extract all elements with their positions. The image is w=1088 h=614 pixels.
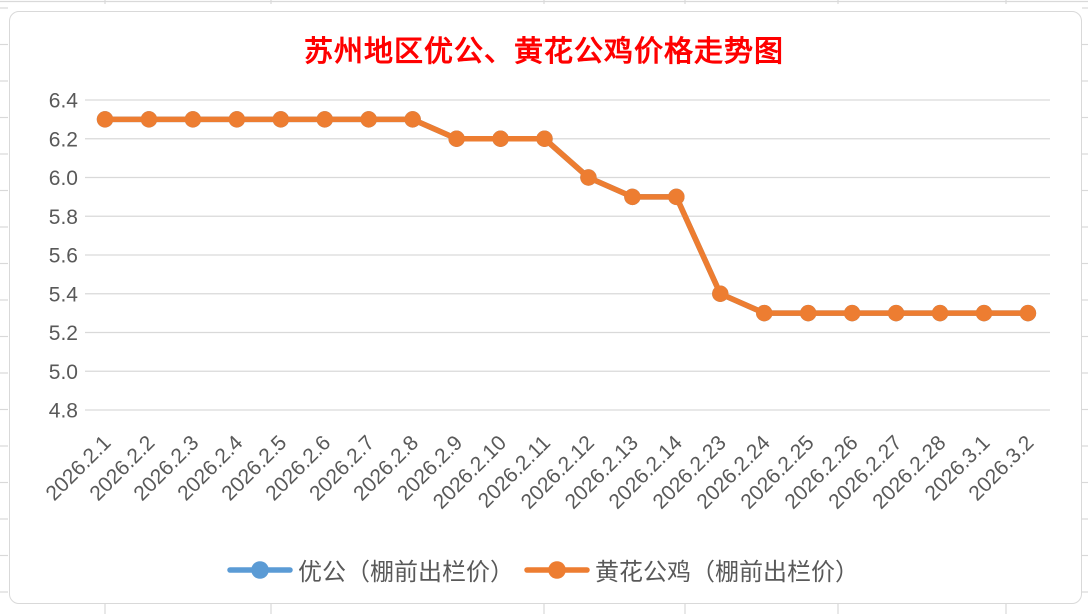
legend-item-yougong[interactable]: 优公（棚前出栏价） xyxy=(227,552,514,587)
data-point-marker[interactable] xyxy=(843,304,861,322)
data-point-marker[interactable] xyxy=(756,304,773,322)
y-tick-label: 5.2 xyxy=(49,322,78,345)
legend-line-sample xyxy=(524,560,590,579)
data-point-marker[interactable] xyxy=(1019,304,1037,322)
y-tick-label: 5.6 xyxy=(49,245,78,268)
data-point-marker[interactable] xyxy=(800,304,817,322)
data-point-marker[interactable] xyxy=(228,111,246,128)
chart-legend: 优公（棚前出栏价） 黄花公鸡（棚前出栏价） xyxy=(0,552,1088,587)
data-point-marker[interactable] xyxy=(624,188,641,206)
legend-label: 优公（棚前出栏价） xyxy=(298,560,514,586)
legend-line-sample xyxy=(227,560,293,579)
y-gridlines xyxy=(85,99,1050,411)
y-tick-label: 5.4 xyxy=(49,283,79,306)
data-point-marker[interactable] xyxy=(887,304,905,322)
data-point-marker[interactable] xyxy=(712,285,729,302)
data-point-marker[interactable] xyxy=(316,111,333,128)
series-line-huanghua-gongji[interactable] xyxy=(96,111,1037,322)
x-axis-labels: 2026.2.12026.2.22026.2.32026.2.42026.2.5… xyxy=(41,431,1038,514)
y-tick-label: 4.8 xyxy=(49,400,78,423)
chart-frame xyxy=(9,11,1082,604)
data-point-marker[interactable] xyxy=(580,169,597,186)
legend-item-huanghua-gongji[interactable]: 黄花公鸡（棚前出栏价） xyxy=(524,552,859,587)
y-tick-label: 5.0 xyxy=(49,361,78,384)
legend-label: 黄花公鸡（棚前出栏价） xyxy=(595,560,859,586)
data-point-marker[interactable] xyxy=(404,111,421,128)
data-point-marker[interactable] xyxy=(536,130,553,147)
data-point-marker[interactable] xyxy=(448,130,465,147)
data-point-marker[interactable] xyxy=(184,111,202,128)
data-point-marker[interactable] xyxy=(272,111,289,128)
data-point-marker[interactable] xyxy=(140,111,158,128)
data-point-marker[interactable] xyxy=(96,111,114,128)
y-tick-label: 6.4 xyxy=(49,90,79,113)
y-axis-labels: 6.4 6.2 6.0 5.8 5.6 5.4 5.2 5.0 4.8 xyxy=(49,90,79,423)
chart-title: 苏州地区优公、黄花公鸡价格走势图 xyxy=(303,36,784,68)
data-point-marker[interactable] xyxy=(975,304,993,322)
y-tick-label: 6.2 xyxy=(49,128,78,151)
data-point-marker[interactable] xyxy=(668,188,685,206)
y-tick-label: 6.0 xyxy=(49,167,78,190)
y-tick-label: 5.8 xyxy=(49,206,78,229)
data-point-marker[interactable] xyxy=(931,304,949,322)
data-point-marker[interactable] xyxy=(492,130,509,147)
data-point-marker[interactable] xyxy=(360,111,377,128)
